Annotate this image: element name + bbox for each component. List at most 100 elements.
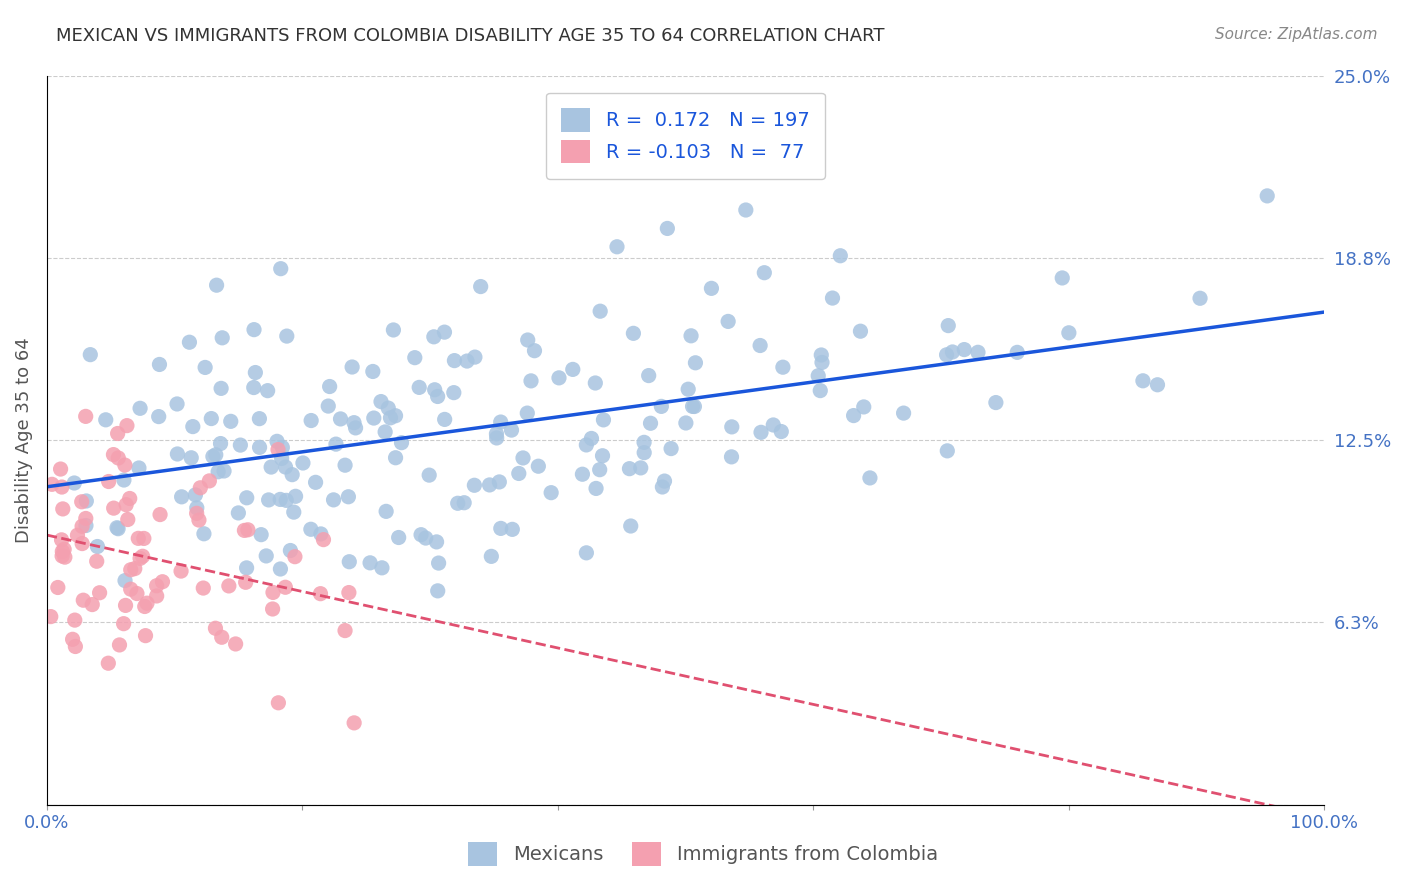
Point bbox=[166, 447, 188, 461]
Point bbox=[523, 343, 546, 358]
Point bbox=[242, 380, 264, 394]
Point bbox=[941, 345, 963, 359]
Point bbox=[447, 496, 470, 510]
Point bbox=[198, 474, 221, 488]
Point bbox=[148, 358, 170, 372]
Point bbox=[619, 461, 641, 475]
Point bbox=[184, 488, 207, 502]
Point bbox=[464, 350, 486, 364]
Point bbox=[75, 518, 97, 533]
Point bbox=[118, 491, 141, 506]
Point bbox=[581, 432, 603, 446]
Point bbox=[267, 696, 290, 710]
Point bbox=[284, 549, 307, 564]
Point bbox=[377, 401, 399, 416]
Point bbox=[589, 304, 612, 318]
Point bbox=[456, 354, 478, 368]
Point bbox=[312, 533, 335, 547]
Point bbox=[117, 512, 139, 526]
Point bbox=[115, 418, 138, 433]
Point bbox=[388, 531, 411, 545]
Point bbox=[39, 609, 62, 624]
Point bbox=[211, 630, 233, 644]
Point bbox=[266, 434, 288, 449]
Point bbox=[984, 395, 1007, 409]
Point bbox=[51, 480, 73, 494]
Point bbox=[134, 599, 156, 614]
Point bbox=[470, 279, 492, 293]
Point bbox=[193, 526, 215, 541]
Point bbox=[384, 450, 406, 465]
Point bbox=[186, 506, 208, 520]
Point bbox=[94, 413, 117, 427]
Point bbox=[1052, 271, 1074, 285]
Point bbox=[426, 583, 449, 598]
Point bbox=[51, 549, 73, 563]
Point bbox=[337, 490, 360, 504]
Point bbox=[186, 500, 208, 515]
Point bbox=[112, 616, 135, 631]
Point bbox=[453, 496, 475, 510]
Point bbox=[70, 536, 93, 550]
Point bbox=[1189, 291, 1212, 305]
Point bbox=[479, 549, 502, 564]
Point bbox=[309, 587, 332, 601]
Point bbox=[322, 492, 344, 507]
Point bbox=[527, 459, 550, 474]
Point bbox=[136, 596, 159, 610]
Point bbox=[114, 574, 136, 588]
Point bbox=[200, 411, 222, 425]
Point bbox=[129, 401, 152, 416]
Point bbox=[375, 504, 398, 518]
Point bbox=[516, 406, 538, 420]
Point bbox=[276, 329, 298, 343]
Point bbox=[540, 485, 562, 500]
Point bbox=[1132, 374, 1154, 388]
Point bbox=[107, 522, 129, 536]
Point bbox=[105, 521, 128, 535]
Point bbox=[409, 527, 432, 541]
Point bbox=[233, 524, 256, 538]
Point bbox=[193, 581, 215, 595]
Point bbox=[229, 438, 252, 452]
Point bbox=[204, 621, 226, 635]
Point bbox=[270, 261, 292, 276]
Point bbox=[86, 554, 108, 568]
Point bbox=[807, 368, 830, 383]
Point bbox=[82, 598, 104, 612]
Point bbox=[318, 379, 340, 393]
Point bbox=[148, 409, 170, 424]
Point bbox=[179, 335, 201, 350]
Point bbox=[512, 450, 534, 465]
Text: Source: ZipAtlas.com: Source: ZipAtlas.com bbox=[1215, 27, 1378, 42]
Point bbox=[316, 399, 339, 413]
Point bbox=[620, 519, 643, 533]
Point bbox=[720, 420, 742, 434]
Text: MEXICAN VS IMMIGRANTS FROM COLOMBIA DISABILITY AGE 35 TO 64 CORRELATION CHART: MEXICAN VS IMMIGRANTS FROM COLOMBIA DISA… bbox=[56, 27, 884, 45]
Point bbox=[333, 624, 356, 638]
Point bbox=[254, 549, 277, 563]
Point bbox=[651, 480, 673, 494]
Point bbox=[269, 492, 291, 507]
Point bbox=[637, 368, 659, 383]
Point bbox=[433, 325, 456, 339]
Point bbox=[207, 465, 229, 479]
Point bbox=[219, 414, 242, 428]
Point bbox=[374, 425, 396, 439]
Point bbox=[89, 586, 111, 600]
Point bbox=[228, 506, 250, 520]
Point bbox=[333, 458, 356, 473]
Point bbox=[325, 437, 347, 451]
Point bbox=[443, 385, 465, 400]
Point bbox=[145, 579, 167, 593]
Point bbox=[270, 451, 292, 466]
Point bbox=[1005, 345, 1028, 359]
Point bbox=[967, 345, 990, 359]
Point bbox=[53, 550, 76, 565]
Point bbox=[235, 575, 257, 590]
Point bbox=[754, 266, 776, 280]
Point bbox=[97, 657, 120, 671]
Point bbox=[1146, 377, 1168, 392]
Point bbox=[152, 574, 174, 589]
Point bbox=[508, 467, 530, 481]
